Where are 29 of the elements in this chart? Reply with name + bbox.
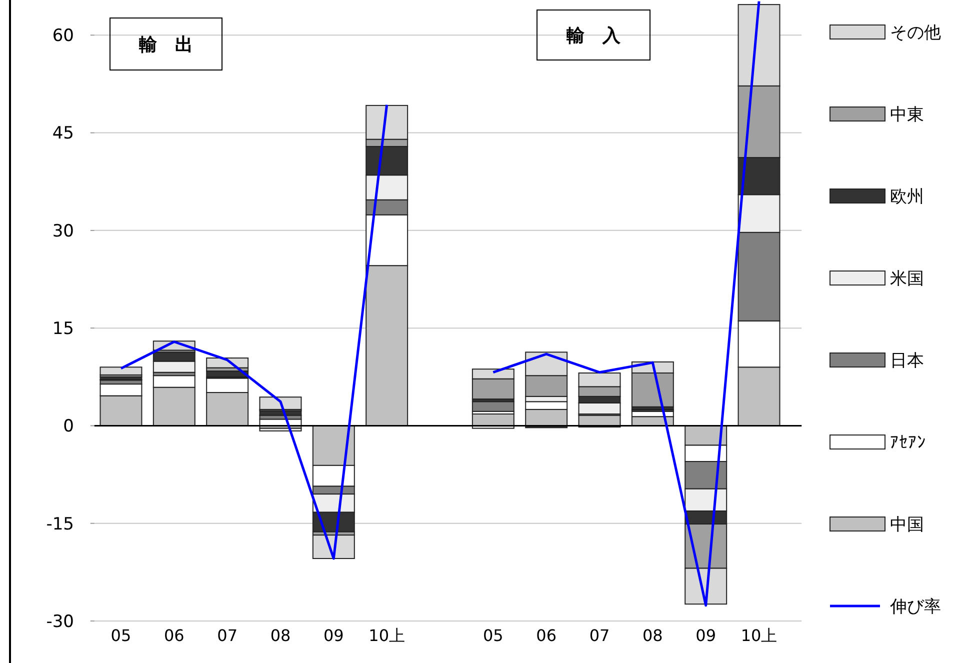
y-tick-label: 0 bbox=[63, 416, 74, 437]
x-tick-label: 09 bbox=[323, 626, 344, 645]
x-tick-label: 09 bbox=[696, 626, 716, 645]
legend-label: 米国 bbox=[890, 268, 924, 289]
annotation: 輸 入 bbox=[566, 25, 622, 46]
x-tick-label: 06 bbox=[164, 626, 184, 645]
annotation: 輸 出 bbox=[138, 34, 193, 56]
y-tick-label: -15 bbox=[46, 514, 74, 534]
y-tick-label: 30 bbox=[52, 221, 74, 242]
y-tick-label: 60 bbox=[52, 26, 74, 46]
x-tick-label: 05 bbox=[482, 626, 504, 645]
legend-label: 伸び率 bbox=[889, 596, 941, 617]
legend-label: 中国 bbox=[890, 514, 924, 535]
legend-label: 日本 bbox=[890, 350, 924, 371]
y-tick-label: -30 bbox=[46, 612, 74, 632]
legend-label: 欧州 bbox=[890, 186, 924, 207]
x-tick-label: 10上 bbox=[740, 626, 778, 645]
x-tick-label: 06 bbox=[536, 626, 557, 645]
legend-label: ｱｾｱﾝ bbox=[890, 432, 926, 453]
legend-label: 中東 bbox=[890, 104, 924, 125]
x-tick-label: 08 bbox=[642, 626, 663, 645]
y-tick-label: 15 bbox=[52, 319, 74, 340]
x-tick-label: 08 bbox=[270, 626, 291, 645]
x-tick-label: 07 bbox=[217, 626, 238, 645]
y-tick-label: 45 bbox=[52, 124, 74, 144]
x-tick-label: 07 bbox=[589, 626, 610, 645]
legend-label: その他 bbox=[890, 22, 941, 43]
x-tick-label: 05 bbox=[110, 626, 132, 645]
x-tick-label: 10上 bbox=[368, 626, 406, 645]
